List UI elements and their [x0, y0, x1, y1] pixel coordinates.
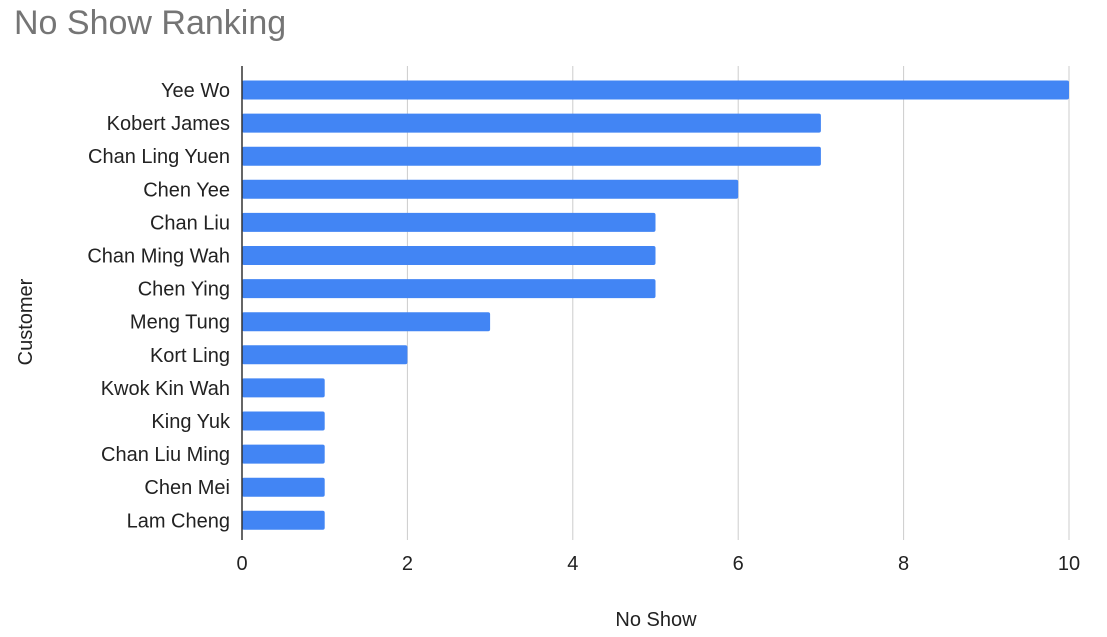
category-labels: Yee Wo Kobert James Chan Ling Yuen Chen Yee… — [87, 80, 231, 532]
bar — [242, 80, 1069, 100]
bar — [242, 411, 325, 431]
category-label: Lam Cheng — [127, 510, 230, 532]
x-tick-label: 2 — [402, 553, 413, 575]
category-label: Meng Tung — [130, 312, 230, 334]
category-label: Chan Liu — [150, 212, 230, 234]
bar — [242, 246, 656, 265]
chart-title: No Show Ranking — [14, 4, 286, 42]
x-tick-label: 10 — [1058, 553, 1080, 575]
bar — [242, 510, 325, 530]
bar — [242, 212, 656, 232]
category-label: King Yuk — [151, 411, 231, 433]
bar — [242, 179, 739, 199]
bar — [242, 477, 325, 497]
bar — [242, 113, 821, 133]
category-label: Chan Ling Yuen — [88, 146, 230, 168]
category-label: Chan Ming Wah — [87, 246, 230, 268]
x-tick-label: 0 — [236, 553, 247, 575]
category-label: Chen Ying — [138, 279, 230, 301]
bar — [242, 444, 325, 464]
x-tick-labels: 0 2 4 6 8 10 — [236, 553, 1080, 575]
category-label: Chen Yee — [143, 179, 230, 201]
category-label: Kobert James — [107, 113, 230, 135]
category-label: Yee Wo — [161, 80, 230, 102]
category-label: Kwok Kin Wah — [101, 378, 230, 400]
x-tick-label: 8 — [898, 553, 909, 575]
bar — [242, 378, 325, 398]
category-label: Chan Liu Ming — [101, 444, 230, 466]
bar — [242, 312, 491, 332]
category-label: Kort Ling — [150, 345, 230, 367]
bars — [242, 80, 1069, 530]
bar — [242, 279, 656, 299]
x-axis-label: No Show — [615, 609, 697, 631]
x-tick-label: 4 — [567, 553, 578, 575]
x-tick-label: 6 — [733, 553, 744, 575]
bar — [242, 146, 821, 166]
category-label: Chen Mei — [144, 477, 230, 499]
gridlines — [406, 66, 1070, 540]
bar — [242, 345, 408, 365]
y-axis-label: Customer — [15, 278, 37, 365]
